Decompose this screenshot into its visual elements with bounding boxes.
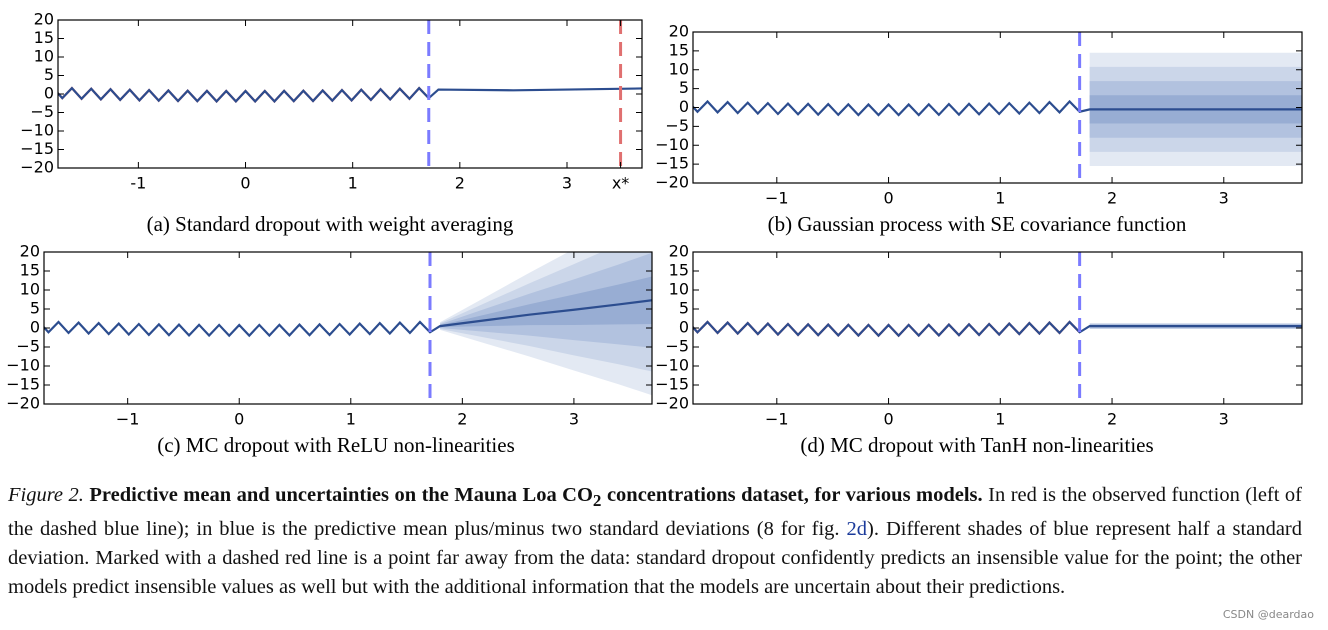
y-tick-label: 20 <box>20 242 40 261</box>
x-tick-label: x* <box>612 174 629 193</box>
x-tick-label: 1 <box>995 410 1005 429</box>
y-tick-label: 10 <box>669 280 689 299</box>
uncertainty-band <box>440 276 652 328</box>
x-tick-label: 0 <box>240 174 250 193</box>
y-tick-label: −10 <box>20 121 54 140</box>
plot-area <box>693 252 1302 404</box>
y-tick-label: 20 <box>669 22 689 41</box>
y-tick-label: 15 <box>20 261 40 280</box>
y-tick-label: 20 <box>669 242 689 261</box>
watermark: CSDN @deardao <box>1222 608 1314 621</box>
y-tick-label: −5 <box>30 102 54 121</box>
y-tick-label: −15 <box>20 139 54 158</box>
x-tick-label: −1 <box>765 410 789 429</box>
y-tick-label: −10 <box>655 135 689 154</box>
x-tick-label: 1 <box>348 174 358 193</box>
subfigure-caption: (a) Standard dropout with weight averagi… <box>147 212 514 236</box>
series-line <box>693 320 1302 338</box>
caption-label: Figure 2. <box>8 484 84 506</box>
y-tick-label: 15 <box>34 28 54 47</box>
plot-area <box>44 252 652 404</box>
x-tick-label: -1 <box>130 174 146 193</box>
y-tick-label: 10 <box>669 59 689 78</box>
y-tick-label: 10 <box>20 280 40 299</box>
x-tick-label: 1 <box>995 189 1005 208</box>
caption-subscript: 2 <box>592 491 602 511</box>
y-tick-label: 0 <box>30 318 40 337</box>
caption-bold: Predictive mean and uncertainties on the… <box>89 484 983 510</box>
x-tick-label: 2 <box>1107 189 1117 208</box>
plot-area <box>693 32 1302 183</box>
x-tick-label: −1 <box>116 410 140 429</box>
y-tick-label: −20 <box>20 158 54 177</box>
y-tick-label: 0 <box>679 318 689 337</box>
y-tick-label: −20 <box>655 173 689 192</box>
x-tick-label: 1 <box>346 410 356 429</box>
series-line <box>44 299 652 338</box>
figure-link[interactable]: 2d <box>846 518 868 541</box>
y-tick-label: −15 <box>655 375 689 394</box>
x-tick-label: 0 <box>883 410 893 429</box>
y-tick-label: −15 <box>655 154 689 173</box>
y-tick-label: −5 <box>665 337 689 356</box>
y-tick-label: 5 <box>679 78 689 97</box>
y-tick-label: −5 <box>665 116 689 135</box>
y-tick-label: 5 <box>679 299 689 318</box>
y-tick-label: −10 <box>655 356 689 375</box>
y-tick-label: −5 <box>16 337 40 356</box>
y-tick-label: 15 <box>669 40 689 59</box>
y-tick-label: 5 <box>44 65 54 84</box>
caption-text: In red is the observed function (left of… <box>8 484 1302 541</box>
x-tick-label: 0 <box>883 189 893 208</box>
x-tick-label: 2 <box>1107 410 1117 429</box>
caption-text: ). Different shades of blue represent ha… <box>8 518 1302 599</box>
y-tick-label: 15 <box>669 261 689 280</box>
figure-caption: Figure 2. Predictive mean and uncertaint… <box>8 481 1302 602</box>
x-tick-label: 3 <box>562 174 572 193</box>
x-tick-label: −1 <box>765 189 789 208</box>
caption-bold-text: concentrations dataset, for various mode… <box>606 484 983 506</box>
x-tick-label: 3 <box>569 410 579 429</box>
y-tick-label: −20 <box>6 394 40 413</box>
y-tick-label: 10 <box>34 47 54 66</box>
y-tick-label: 0 <box>679 97 689 116</box>
x-tick-label: 2 <box>457 410 467 429</box>
series-line <box>58 86 642 104</box>
x-tick-label: 2 <box>455 174 465 193</box>
x-tick-label: 3 <box>1219 410 1229 429</box>
subfigure-caption: (b) Gaussian process with SE covariance … <box>768 212 1187 236</box>
y-tick-label: −10 <box>6 356 40 375</box>
y-tick-label: 0 <box>44 84 54 103</box>
x-tick-label: 0 <box>234 410 244 429</box>
y-tick-label: 5 <box>30 299 40 318</box>
subfigure-caption: (c) MC dropout with ReLU non-linearities <box>157 433 515 457</box>
y-tick-label: −15 <box>6 375 40 394</box>
y-tick-label: 20 <box>34 10 54 29</box>
series-line <box>693 99 1302 117</box>
y-tick-label: −20 <box>655 394 689 413</box>
caption-bold-text: Predictive mean and uncertainties on the… <box>89 484 593 506</box>
plot-area <box>58 20 642 168</box>
x-tick-label: 3 <box>1219 189 1229 208</box>
subfigure-caption: (d) MC dropout with TanH non-linearities <box>800 433 1153 457</box>
